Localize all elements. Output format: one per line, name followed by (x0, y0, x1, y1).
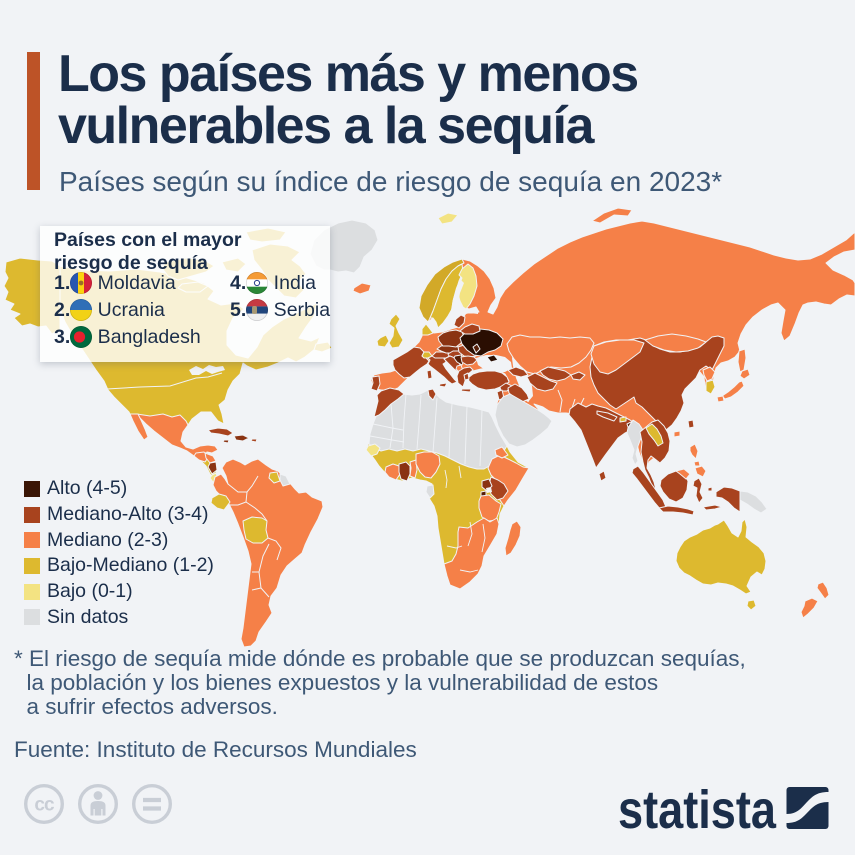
svg-text:statista: statista (618, 782, 777, 840)
svg-text:cc: cc (34, 795, 55, 816)
